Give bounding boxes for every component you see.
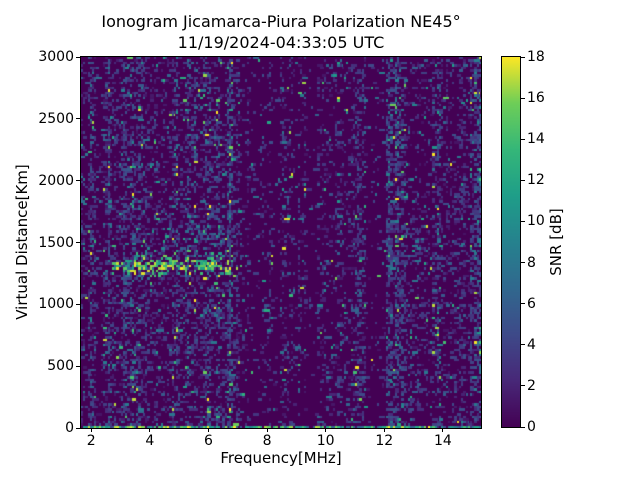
y-tick-mark: [76, 56, 80, 58]
colorbar-gradient: [502, 57, 520, 427]
y-tick-label: 2000: [38, 172, 74, 189]
chart-title-block: Ionogram Jicamarca-Piura Polarization NE…: [81, 11, 481, 53]
colorbar-tick-mark: [521, 97, 525, 99]
chart-title: Ionogram Jicamarca-Piura Polarization NE…: [101, 12, 461, 31]
colorbar-tick-label: 6: [527, 295, 536, 312]
y-tick-label: 2500: [38, 110, 74, 127]
y-tick-mark: [76, 118, 80, 120]
x-tick-label: 12: [375, 433, 394, 449]
ionogram-heatmap: [81, 57, 481, 428]
chart-subtitle: 11/19/2024-04:33:05 UTC: [177, 33, 385, 52]
colorbar-tick-mark: [521, 426, 525, 428]
x-tick-mark: [90, 428, 92, 432]
y-tick-mark: [76, 427, 80, 429]
colorbar-tick-mark: [521, 56, 525, 58]
colorbar-tick-mark: [521, 220, 525, 222]
colorbar-tick-mark: [521, 179, 525, 181]
colorbar-tick-label: 8: [527, 254, 536, 271]
colorbar-tick-label: 14: [527, 131, 545, 148]
colorbar-tick-label: 0: [527, 419, 536, 435]
x-tick-mark: [442, 428, 444, 432]
x-tick-label: 14: [433, 433, 452, 449]
y-tick-label: 500: [47, 358, 74, 375]
y-tick-label: 1000: [38, 296, 74, 313]
x-tick-mark: [149, 428, 151, 432]
colorbar-tick-label: 18: [527, 49, 545, 65]
x-tick-label: 6: [204, 433, 213, 449]
x-tick-mark: [266, 428, 268, 432]
x-tick-label: 2: [86, 433, 96, 449]
x-tick-label: 10: [316, 433, 335, 449]
colorbar-tick-mark: [521, 385, 525, 387]
y-tick-mark: [76, 242, 80, 243]
x-tick-mark: [325, 428, 327, 432]
y-tick-label: 3000: [38, 49, 74, 65]
plot-area: [80, 56, 482, 429]
colorbar-tick-mark: [521, 262, 525, 264]
y-tick-label: 1500: [38, 234, 74, 251]
colorbar-tick-mark: [521, 303, 525, 305]
colorbar-tick-mark: [521, 138, 525, 140]
colorbar-tick-label: 4: [527, 336, 536, 353]
x-tick-mark: [383, 428, 385, 432]
colorbar-tick-label: 10: [527, 213, 545, 230]
colorbar-tick-label: 12: [527, 172, 545, 189]
x-tick-mark: [207, 428, 209, 432]
colorbar-tick-mark: [521, 344, 525, 346]
colorbar: [501, 56, 521, 428]
y-tick-mark: [76, 180, 80, 182]
x-tick-label: 8: [262, 433, 272, 449]
y-tick-label: 0: [65, 420, 74, 436]
x-axis-label: Frequency[MHz]: [220, 449, 342, 467]
colorbar-tick-label: 2: [527, 377, 536, 394]
y-tick-mark: [76, 303, 80, 305]
x-tick-label: 4: [145, 433, 155, 449]
y-tick-mark: [76, 365, 80, 367]
colorbar-tick-label: 16: [527, 90, 545, 107]
